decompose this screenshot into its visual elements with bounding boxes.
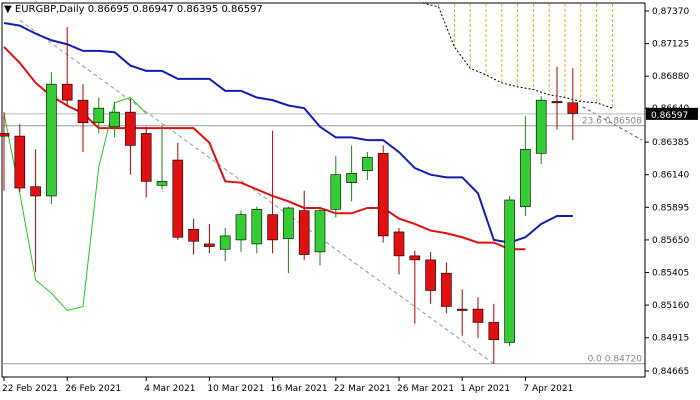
ohlc-open: 0.86695 <box>87 4 130 15</box>
candle-body <box>0 133 10 137</box>
ohlc-close: 0.86597 <box>221 4 263 15</box>
x-tick-label: 4 Mar 2021 <box>144 384 195 394</box>
green-lagging-line <box>3 96 147 312</box>
candle-body <box>30 186 41 197</box>
symbol-timeframe: EURGBP,Daily <box>14 4 85 15</box>
candle-body <box>283 207 294 239</box>
y-tick-label: 0.87125 <box>652 40 689 50</box>
current-price-label: 0.86597 <box>651 111 688 121</box>
candle-body <box>456 308 468 311</box>
candle-body <box>314 210 326 253</box>
candle-body <box>362 157 373 172</box>
ohlc-high: 0.86947 <box>132 4 174 15</box>
candle-body <box>46 83 57 197</box>
fib-level-label: 23.6 0.86508 <box>582 117 642 127</box>
red-moving-average-line <box>3 46 526 251</box>
x-tick-label: 16 Mar 2021 <box>271 384 328 394</box>
current-price-tag <box>646 107 698 120</box>
candle-body <box>504 199 515 343</box>
candle-body <box>425 259 436 291</box>
candles-group <box>0 26 579 364</box>
chart-header: ▼ EURGBP,Daily 0.86695 0.86947 0.86395 0… <box>4 4 263 15</box>
candle-body <box>441 272 452 307</box>
y-tick-label: 0.85650 <box>652 236 689 246</box>
x-tick-label: 22 Mar 2021 <box>334 384 391 394</box>
candle-body <box>61 83 73 101</box>
candle-body <box>235 214 247 241</box>
plot-frame <box>1 2 646 378</box>
y-tick-label: 0.85405 <box>652 269 689 279</box>
candle-body <box>219 235 231 250</box>
y-tick-label: 0.86880 <box>652 72 689 82</box>
y-tick-label: 0.84915 <box>652 334 689 344</box>
candle-body <box>409 255 421 261</box>
x-tick-label: 26 Feb 2021 <box>65 384 121 394</box>
candle-body <box>551 101 563 104</box>
candle-body <box>125 111 136 146</box>
x-tick-label: 7 Apr 2021 <box>523 384 573 394</box>
y-tick-label: 0.86385 <box>652 138 689 148</box>
x-tick-label: 1 Apr 2021 <box>460 384 510 394</box>
candle-body <box>520 149 531 207</box>
candle-body <box>77 99 89 124</box>
y-tick-label: 0.85895 <box>652 203 689 213</box>
candle-body <box>93 107 105 124</box>
x-tick-label: 22 Feb 2021 <box>2 384 58 394</box>
candle-body <box>472 308 484 323</box>
candle-body <box>140 133 152 182</box>
symbol-arrow-icon: ▼ <box>4 4 12 15</box>
candle-body <box>109 111 120 128</box>
candle-body <box>204 243 215 247</box>
x-tick-label: 10 Mar 2021 <box>207 384 264 394</box>
candle-body <box>267 214 278 241</box>
candle-body <box>567 102 579 114</box>
fib-level-label: 0.0 0.84720 <box>588 355 643 365</box>
candle-body <box>14 135 26 189</box>
ohlc-low: 0.86395 <box>176 4 219 15</box>
candle-body <box>188 228 199 242</box>
y-tick-label: 0.87370 <box>652 7 689 17</box>
candle-body <box>298 210 310 255</box>
cloud-hatch <box>422 3 613 109</box>
y-tick-label: 0.85160 <box>652 301 689 311</box>
candle-body <box>377 153 389 237</box>
candle-body <box>393 231 405 257</box>
candle-body <box>251 208 263 245</box>
candle-body <box>156 181 168 186</box>
y-tick-label: 0.84665 <box>652 367 689 377</box>
upper-boundary-line <box>422 2 613 109</box>
candle-body <box>172 159 184 238</box>
blue-baseline-line <box>3 21 573 244</box>
candle-body <box>488 322 500 341</box>
diagonal-trend-line <box>19 19 495 365</box>
candle-body <box>535 99 547 154</box>
candle-body <box>346 173 357 183</box>
y-tick-label: 0.86140 <box>652 171 689 181</box>
x-tick-label: 26 Mar 2021 <box>397 384 454 394</box>
right-trend-line <box>582 106 643 141</box>
candle-body <box>330 174 342 210</box>
